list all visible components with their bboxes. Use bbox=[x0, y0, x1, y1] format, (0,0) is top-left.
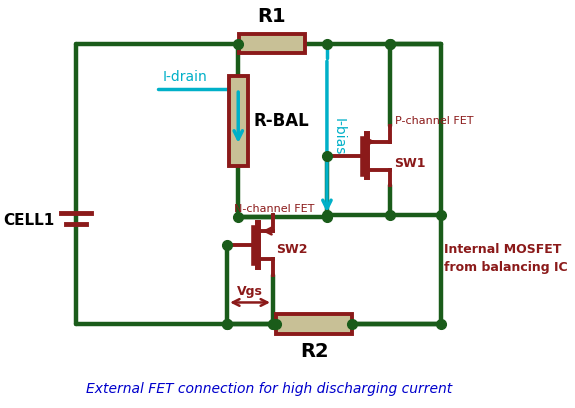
Text: R-BAL: R-BAL bbox=[254, 112, 309, 130]
Text: CELL1: CELL1 bbox=[3, 213, 55, 228]
Text: from balancing IC: from balancing IC bbox=[444, 261, 568, 274]
Text: Internal MOSFET: Internal MOSFET bbox=[444, 244, 562, 256]
Text: SW1: SW1 bbox=[394, 157, 426, 170]
Text: SW2: SW2 bbox=[276, 244, 308, 256]
Bar bbox=[229, 76, 247, 166]
Bar bbox=[276, 314, 352, 334]
Text: I-bias: I-bias bbox=[332, 118, 346, 155]
Text: External FET connection for high discharging current: External FET connection for high dischar… bbox=[86, 382, 453, 396]
Text: P-channel FET: P-channel FET bbox=[394, 116, 473, 126]
Text: Vgs: Vgs bbox=[237, 286, 263, 299]
Text: R1: R1 bbox=[258, 7, 286, 26]
Text: N-channel FET: N-channel FET bbox=[234, 204, 315, 214]
Text: I-drain: I-drain bbox=[162, 70, 207, 84]
Bar bbox=[239, 33, 305, 53]
Text: R2: R2 bbox=[300, 342, 328, 361]
